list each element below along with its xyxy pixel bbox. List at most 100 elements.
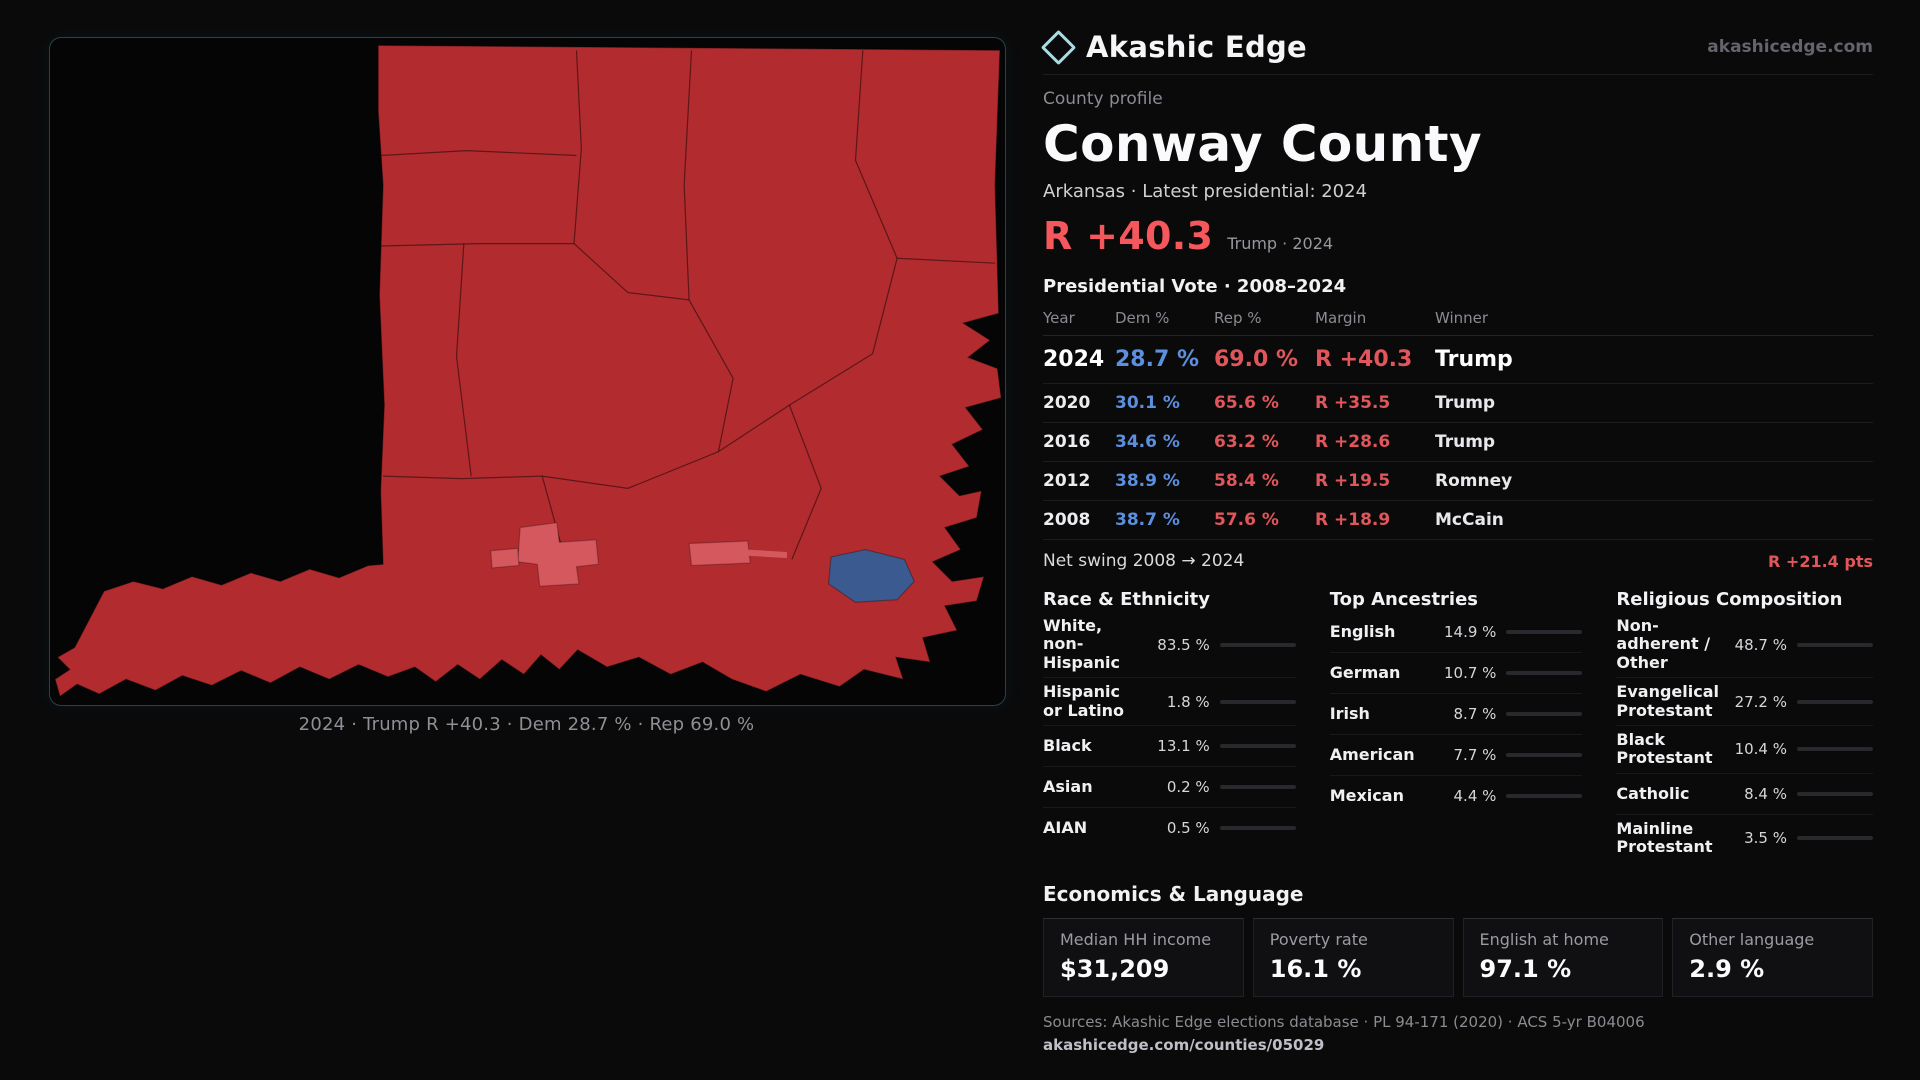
precinct-dem-blue[interactable] <box>827 548 915 603</box>
cell-year: 2020 <box>1043 393 1091 413</box>
list-item: Black Protestant 10.4 % <box>1616 726 1873 774</box>
cell-year: 2016 <box>1043 432 1091 452</box>
cell-margin: R +35.5 <box>1315 393 1391 413</box>
stat-bar <box>1219 642 1296 647</box>
list-item: German 10.7 % <box>1329 653 1583 694</box>
footer: Sources: Akashic Edge elections database… <box>1043 1012 1873 1058</box>
county-map[interactable] <box>50 38 1005 705</box>
col-year: Year <box>1043 309 1075 327</box>
vote-table-title: Presidential Vote · 2008–2024 <box>1043 276 1347 297</box>
stat-bar <box>1506 794 1583 798</box>
cell-winner: Romney <box>1435 471 1513 491</box>
cell-dem: 34.6 % <box>1115 432 1180 452</box>
list-item: Asian 0.2 % <box>1043 767 1296 808</box>
stat-card: Other language 2.9 % <box>1672 917 1873 997</box>
cell-year: 2024 <box>1043 347 1105 372</box>
cell-rep: 57.6 % <box>1214 510 1279 530</box>
stat-bar <box>1219 825 1296 830</box>
brand-name: Akashic Edge <box>1086 30 1308 64</box>
list-item: AIAN 0.5 % <box>1043 808 1296 848</box>
cell-year: 2012 <box>1043 471 1091 491</box>
demographics: Race & Ethnicity White, non-Hispanic 83.… <box>1043 581 1873 862</box>
list-item: Catholic 8.4 % <box>1616 774 1873 815</box>
col-margin: Margin <box>1315 309 1367 327</box>
race-title: Race & Ethnicity <box>1043 589 1210 610</box>
stat-bar <box>1219 784 1296 789</box>
cell-dem: 30.1 % <box>1115 393 1180 413</box>
cell-margin: R +19.5 <box>1315 471 1391 491</box>
brand: Akashic Edge <box>1040 29 1308 65</box>
stat-bar <box>1219 743 1296 748</box>
list-item: Hispanic or Latino 1.8 % <box>1043 678 1296 726</box>
economics-title: Economics & Language <box>1043 881 1304 906</box>
list-item: White, non-Hispanic 83.5 % <box>1043 612 1296 679</box>
list-item: Black 13.1 % <box>1043 726 1296 767</box>
stat-bar <box>1797 747 1873 752</box>
stat-bar <box>1797 642 1873 647</box>
precinct-light-red-4[interactable] <box>747 549 787 559</box>
headline: R +40.3 Trump · 2024 <box>1043 214 1873 258</box>
religion-section: Religious Composition Non-adherent / Oth… <box>1616 581 1873 862</box>
precinct-light-red-3[interactable] <box>688 540 751 567</box>
list-item: Mainline Protestant 3.5 % <box>1616 815 1873 862</box>
precinct-light-red-2[interactable] <box>490 547 520 569</box>
list-item: American 7.7 % <box>1329 735 1583 776</box>
stat-bar <box>1219 699 1296 704</box>
list-item: Mexican 4.4 % <box>1330 776 1583 816</box>
precinct-boundaries <box>380 50 996 560</box>
net-swing-row: Net swing 2008 → 2024 R +21.4 pts <box>1043 540 1873 579</box>
profile-panel: Akashic Edge akashicedge.com County prof… <box>1040 29 1873 1058</box>
cell-rep: 63.2 % <box>1214 432 1279 452</box>
cell-margin: R +28.6 <box>1315 432 1391 452</box>
county-shape[interactable] <box>54 44 1002 698</box>
vote-table-header: Year Dem % Rep % Margin Winner <box>1043 309 1873 336</box>
permalink-link[interactable]: akashicedge.com/counties/05029 <box>1043 1036 1325 1055</box>
stat-bar <box>1506 671 1583 675</box>
net-swing-label: Net swing 2008 → 2024 <box>1043 551 1245 571</box>
stat-bar <box>1797 836 1873 841</box>
stat-card: Median HH income $31,209 <box>1043 917 1244 997</box>
county-subtitle: Arkansas · Latest presidential: 2024 <box>1043 181 1368 202</box>
ancestries-title: Top Ancestries <box>1329 589 1479 610</box>
cell-rep: 69.0 % <box>1214 347 1298 372</box>
header: Akashic Edge akashicedge.com <box>1040 29 1873 75</box>
stat-bar <box>1797 791 1873 796</box>
table-row: 2008 38.7 % 57.6 % R +18.9 McCain <box>1043 501 1873 540</box>
cell-rep: 65.6 % <box>1214 393 1279 413</box>
cell-winner: Trump <box>1435 432 1496 452</box>
table-row: 2020 30.1 % 65.6 % R +35.5 Trump <box>1043 384 1873 423</box>
economics-stats: Median HH income $31,209 Poverty rate 16… <box>1043 917 1873 997</box>
precinct-light-red-1[interactable] <box>517 521 600 587</box>
table-row: 2016 34.6 % 63.2 % R +28.6 Trump <box>1043 423 1873 462</box>
religion-title: Religious Composition <box>1616 589 1843 610</box>
cell-winner: Trump <box>1435 393 1496 413</box>
county-map-panel <box>49 37 1006 706</box>
cell-dem: 38.7 % <box>1115 510 1180 530</box>
cell-dem: 28.7 % <box>1115 347 1199 372</box>
kicker: County profile <box>1043 89 1163 109</box>
col-winner: Winner <box>1435 309 1489 327</box>
cell-winner: McCain <box>1435 510 1504 530</box>
ancestries-section: Top Ancestries English 14.9 % German 10.… <box>1329 581 1583 862</box>
headline-note: Trump · 2024 <box>1227 234 1334 253</box>
headline-margin: R +40.3 <box>1043 214 1214 258</box>
stat-bar <box>1506 753 1583 757</box>
map-caption: 2024 · Trump R +40.3 · Dem 28.7 % · Rep … <box>298 714 755 735</box>
vote-table: Year Dem % Rep % Margin Winner 2024 28.7… <box>1043 309 1873 540</box>
col-dem: Dem % <box>1115 309 1170 327</box>
table-row: 2024 28.7 % 69.0 % R +40.3 Trump <box>1043 336 1873 384</box>
brand-domain-link[interactable]: akashicedge.com <box>1707 37 1873 57</box>
sources-line: Sources: Akashic Edge elections database… <box>1043 1012 1645 1031</box>
county-title: Conway County <box>1043 115 1482 173</box>
cell-rep: 58.4 % <box>1214 471 1279 491</box>
cell-margin: R +40.3 <box>1315 347 1413 372</box>
cell-year: 2008 <box>1043 510 1091 530</box>
stat-card: English at home 97.1 % <box>1462 917 1664 997</box>
cell-dem: 38.9 % <box>1115 471 1180 491</box>
brand-diamond-icon <box>1040 29 1077 65</box>
col-rep: Rep % <box>1214 309 1262 327</box>
race-ethnicity-section: Race & Ethnicity White, non-Hispanic 83.… <box>1043 581 1296 862</box>
list-item: Non-adherent / Other 48.7 % <box>1616 612 1873 679</box>
stat-bar <box>1506 630 1583 634</box>
